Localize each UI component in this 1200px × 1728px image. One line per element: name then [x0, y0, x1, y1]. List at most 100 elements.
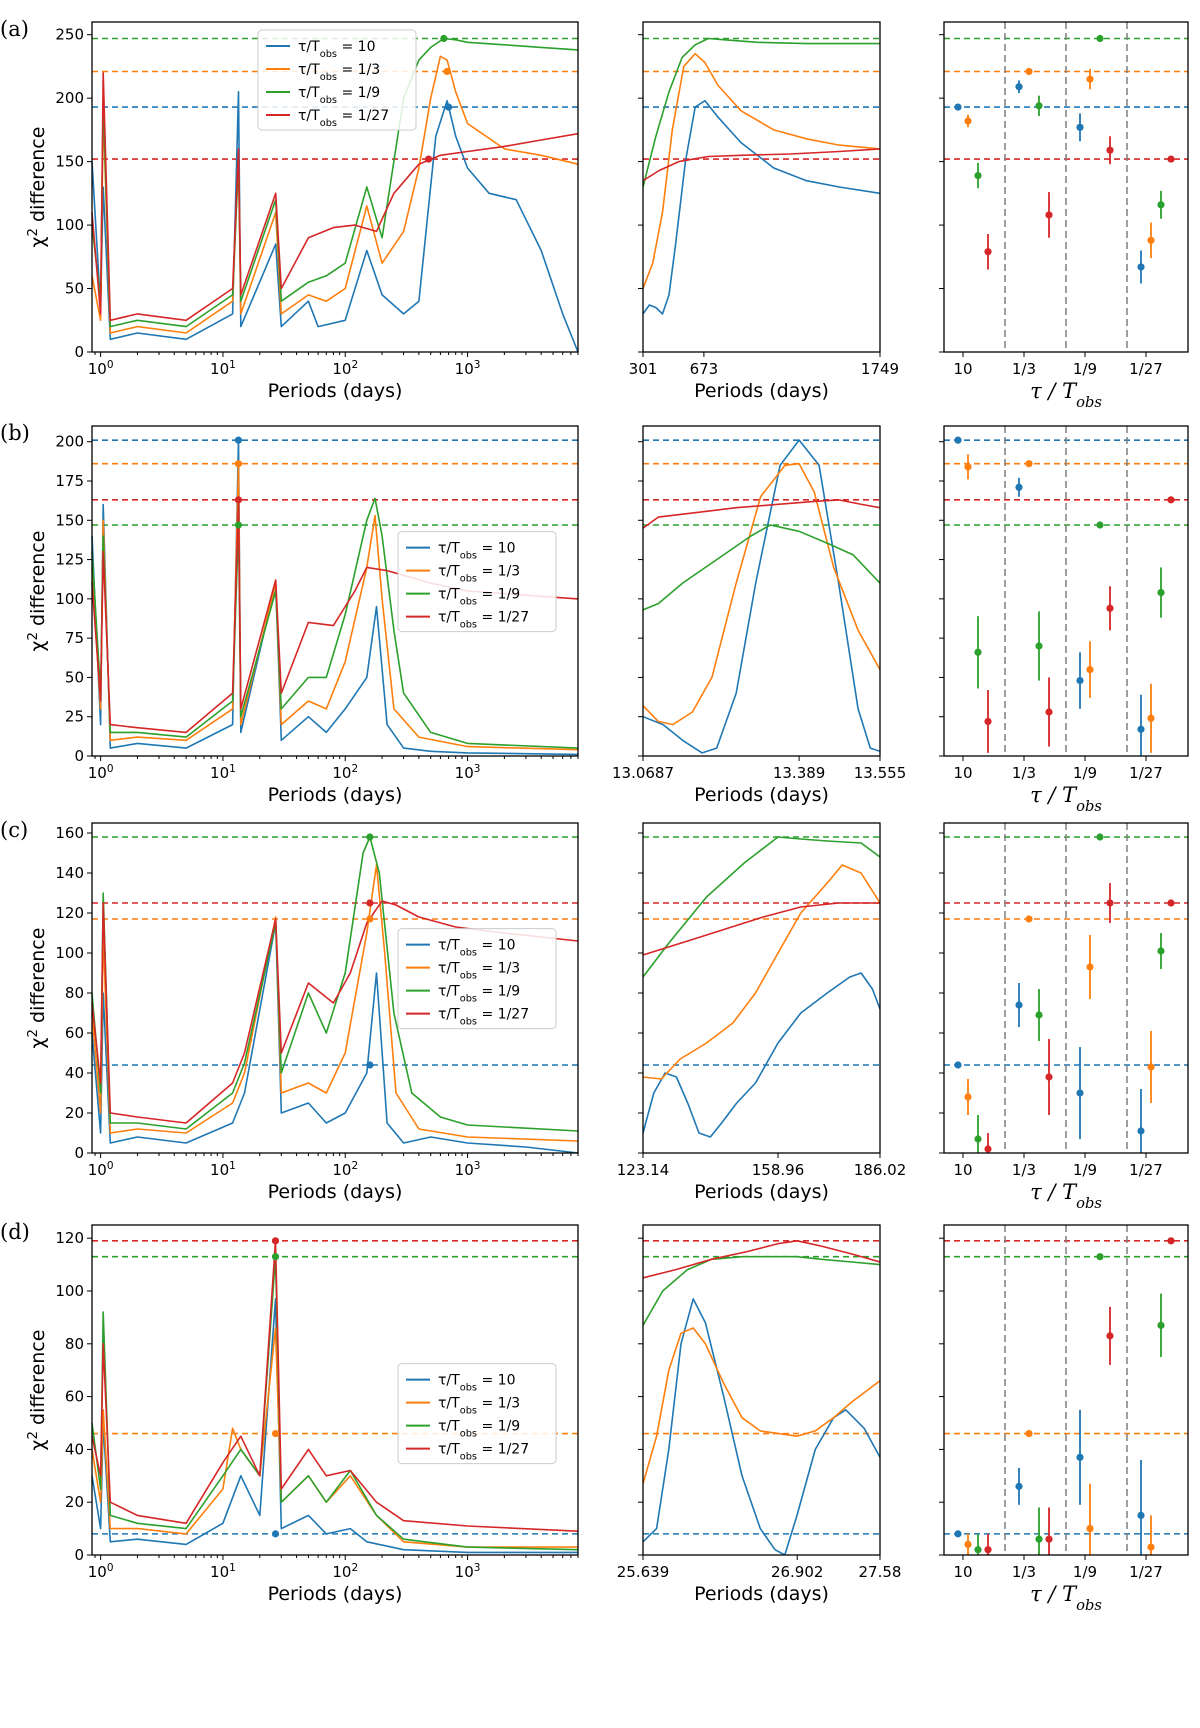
- axis-frame: [642, 425, 881, 757]
- y-tick-label: 0: [74, 1546, 84, 1564]
- data-point-1of9: [1157, 201, 1165, 209]
- data-point-1of27: [1167, 1237, 1175, 1245]
- y-tick-label: 100: [55, 1282, 84, 1300]
- x-tick-label: 1/3: [1012, 1161, 1036, 1179]
- x-axis-label: Periods (days): [694, 1583, 829, 1605]
- data-point-1of3: [1025, 1429, 1033, 1438]
- x-axis-label: τ / Tobs: [1030, 783, 1102, 815]
- legend-label: τ/Tobs = 10: [438, 1373, 515, 1394]
- x-tick-label: 103: [455, 763, 481, 782]
- x-tick-label: 103: [455, 1562, 481, 1581]
- data-point-1of3: [1086, 963, 1094, 971]
- y-tick-label: 125: [55, 551, 84, 569]
- best-period-marker-1of27: [366, 899, 374, 907]
- data-point-1of9: [1035, 1535, 1043, 1543]
- data-point-1of3: [964, 1093, 972, 1101]
- best-period-marker-10: [234, 436, 243, 444]
- data-point-1of9: [1157, 588, 1165, 597]
- periodogram-plot: 0 50 100 150 200 250 100 101 102 103 Periods (days…: [26, 21, 579, 402]
- x-tick-label: 100: [88, 1562, 114, 1581]
- data-point-1of27: [1106, 1332, 1114, 1340]
- legend-frame: [397, 531, 557, 633]
- series-line-10: [643, 972, 880, 1138]
- legend-label: τ/Tobs = 1/3: [438, 1396, 520, 1417]
- y-tick-label: 0: [74, 343, 84, 361]
- series-line-10: [91, 91, 579, 353]
- data-point-1of3: [1147, 714, 1155, 722]
- periodogram-plot: 0 25 50 75 100 125 150 175 200 100 101 102 103 Period…: [26, 425, 579, 806]
- data-point-10: [1076, 1089, 1084, 1097]
- legend-label: τ/Tobs = 1/3: [438, 564, 520, 585]
- data-point-10: [954, 436, 962, 444]
- legend-label: τ/Tobs = 1/9: [438, 984, 520, 1005]
- best-period-marker-1of27: [271, 1237, 280, 1245]
- data-point-1of9: [1035, 1011, 1043, 1019]
- data-point-1of9: [1035, 102, 1043, 110]
- x-tick-label: 1/27: [1129, 764, 1163, 782]
- data-point-10: [1015, 483, 1023, 491]
- data-point-1of3: [1147, 1543, 1155, 1551]
- legend-frame: [397, 1363, 557, 1465]
- x-tick-label: 101: [210, 359, 236, 378]
- legend: τ/Tobs = 10τ/Tobs = 1/3τ/Tobs = 1/9τ/Tob…: [257, 29, 417, 131]
- zoom-plot: 123.14 158.96 186.02 Periods (days): [617, 822, 906, 1203]
- axis-frame: [943, 425, 1189, 757]
- panel-b: (b) 0 25 50 75 100 125 150 175 200 100 101 102 103 Per…: [0, 421, 1189, 815]
- x-tick-label: 26.902: [771, 1563, 824, 1581]
- data-point-10: [1076, 676, 1084, 685]
- x-tick-label: 13.389: [773, 764, 826, 782]
- panel-label: (d): [0, 1220, 30, 1244]
- data-point-1of3: [964, 117, 972, 125]
- y-tick-label: 250: [55, 26, 84, 44]
- series-line-1of3: [643, 462, 880, 726]
- x-tick-label: 1/9: [1073, 1161, 1097, 1179]
- x-tick-label: 158.96: [752, 1161, 805, 1179]
- series-line-1of9: [91, 37, 579, 328]
- series-line-1of3: [91, 462, 579, 751]
- axis-frame: [91, 425, 579, 757]
- data-point-1of9: [1096, 34, 1104, 43]
- data-point-1of9: [974, 1135, 982, 1143]
- legend-frame: [397, 928, 557, 1030]
- panel-label: (b): [0, 421, 30, 445]
- panel-label: (c): [0, 818, 28, 842]
- best-period-marker-1of9: [366, 833, 374, 841]
- x-tick-label: 102: [332, 359, 358, 378]
- comparison-plot: 10 1/3 1/9 1/27 τ / Tobs: [939, 21, 1189, 411]
- y-tick-label: 80: [65, 1335, 84, 1353]
- x-axis-label: Periods (days): [694, 784, 829, 806]
- y-tick-label: 60: [65, 1388, 84, 1406]
- series-line-1of9: [91, 497, 579, 749]
- data-point-1of27: [984, 248, 992, 256]
- data-point-10: [1076, 123, 1084, 131]
- data-point-10: [954, 103, 962, 111]
- legend-label: τ/Tobs = 1/9: [298, 85, 380, 106]
- legend-label: τ/Tobs = 1/27: [438, 1442, 529, 1463]
- axis-frame: [943, 1224, 1189, 1556]
- data-point-1of27: [1167, 899, 1175, 907]
- series-line-1of27: [643, 902, 880, 956]
- data-point-1of9: [1096, 833, 1104, 841]
- data-point-10: [1076, 1453, 1084, 1461]
- x-tick-label: 1/27: [1129, 1563, 1163, 1581]
- y-tick-label: 100: [55, 590, 84, 608]
- y-axis-label: χ2 difference: [26, 127, 50, 248]
- data-point-10: [954, 1530, 962, 1538]
- data-point-1of27: [984, 1546, 992, 1554]
- best-period-marker-1of3: [443, 67, 451, 76]
- best-period-marker-1of27: [234, 496, 243, 504]
- best-period-marker-1of9: [234, 521, 243, 529]
- legend-label: τ/Tobs = 1/27: [438, 1007, 529, 1028]
- legend: τ/Tobs = 10τ/Tobs = 1/3τ/Tobs = 1/9τ/Tob…: [397, 1363, 557, 1465]
- series-line-1of27: [91, 72, 579, 322]
- y-tick-label: 75: [65, 629, 84, 647]
- data-point-1of3: [1025, 67, 1033, 76]
- y-tick-label: 80: [65, 984, 84, 1002]
- data-point-1of27: [1045, 1535, 1053, 1543]
- y-axis-label: χ2 difference: [26, 531, 50, 652]
- x-tick-label: 1/9: [1073, 360, 1097, 378]
- data-point-10: [1137, 1511, 1145, 1519]
- data-point-1of3: [1025, 460, 1033, 468]
- data-point-1of27: [1106, 899, 1114, 907]
- legend-label: τ/Tobs = 1/9: [438, 1419, 520, 1440]
